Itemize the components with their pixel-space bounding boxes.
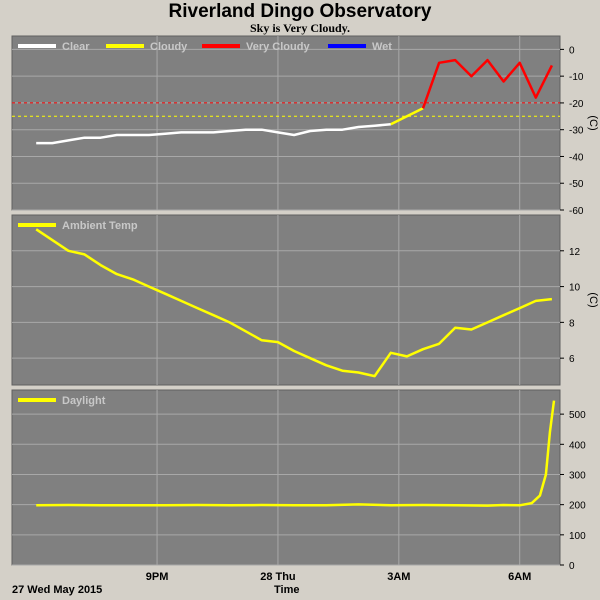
page-title: Riverland Dingo Observatory: [168, 1, 432, 22]
legend-label-sky-3: Wet: [372, 41, 392, 53]
xtick-label-2: 3AM: [387, 571, 410, 583]
ytick-label-sky-2: -20: [569, 99, 584, 110]
ytick-label-ambient-2: 8: [569, 318, 575, 329]
ylabel-sky: (C): [587, 115, 599, 130]
ytick-label-sky-0: 0: [569, 45, 575, 56]
legend-label-ambient-0: Ambient Temp: [62, 220, 138, 232]
xtick-label-1: 28 Thu: [260, 571, 295, 583]
legend-label-daylight-0: Daylight: [62, 395, 106, 407]
x-axis-title: Time: [274, 584, 300, 596]
ytick-label-daylight-1: 400: [569, 440, 586, 451]
series-line-sky-0: [36, 123, 391, 145]
series-line-sky-2: [421, 58, 554, 109]
sky-status: Sky is Very Cloudy.: [249, 21, 351, 35]
ytick-label-ambient-0: 12: [569, 247, 581, 258]
xtick-label-3: 6AM: [508, 571, 531, 583]
xtick-label-0: 9PM: [146, 571, 169, 583]
legend-label-sky-0: Clear: [62, 41, 90, 53]
ytick-label-sky-1: -10: [569, 72, 584, 83]
ytick-label-daylight-0: 500: [569, 410, 586, 421]
ytick-label-daylight-3: 200: [569, 501, 586, 512]
ytick-label-daylight-5: 0: [569, 561, 575, 572]
plot-area-daylight: [11, 389, 561, 566]
plot-area-sky: [11, 35, 561, 211]
ytick-label-daylight-4: 100: [569, 531, 586, 542]
ytick-label-sky-6: -60: [569, 206, 584, 217]
ytick-label-daylight-2: 300: [569, 470, 586, 481]
ytick-label-ambient-3: 6: [569, 354, 575, 365]
series-line-daylight-0: [36, 400, 556, 507]
date-label: 27 Wed May 2015: [12, 584, 103, 596]
ytick-label-sky-4: -40: [569, 152, 584, 163]
ylabel-ambient: (C): [587, 292, 599, 307]
legend-label-sky-1: Cloudy: [150, 41, 188, 53]
plot-area-ambient: [11, 214, 561, 386]
series-line-sky-1: [390, 107, 424, 126]
ytick-label-ambient-1: 10: [569, 283, 581, 294]
legend-label-sky-2: Very Cloudy: [246, 41, 310, 53]
series-line-ambient-0: [35, 228, 553, 378]
ytick-label-sky-5: -50: [569, 179, 584, 190]
ytick-label-sky-3: -30: [569, 126, 584, 137]
